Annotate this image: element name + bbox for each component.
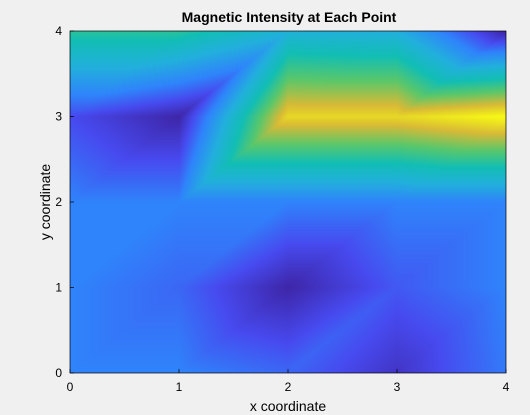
x-tick-label: 3: [394, 380, 401, 394]
y-tick-label: 3: [55, 110, 62, 124]
x-tick-label: 4: [503, 380, 510, 394]
y-tick-label: 4: [55, 24, 62, 38]
x-tick-label: 1: [176, 380, 183, 394]
y-tick-label: 1: [55, 281, 62, 295]
y-axis: 0 1 2 3 4: [55, 24, 74, 380]
x-tick-label: 0: [67, 380, 74, 394]
chart-title: Magnetic Intensity at Each Point: [182, 9, 397, 25]
heatmap-surface: [70, 31, 506, 373]
x-axis: 0 1 2 3 4: [67, 369, 510, 394]
x-tick-label: 2: [285, 380, 292, 394]
x-axis-label: x coordinate: [250, 398, 326, 414]
y-tick-label: 2: [55, 195, 62, 209]
y-tick-label: 0: [55, 366, 62, 380]
y-axis-label: y coordinate: [37, 164, 53, 240]
plot-area: [69, 30, 507, 374]
